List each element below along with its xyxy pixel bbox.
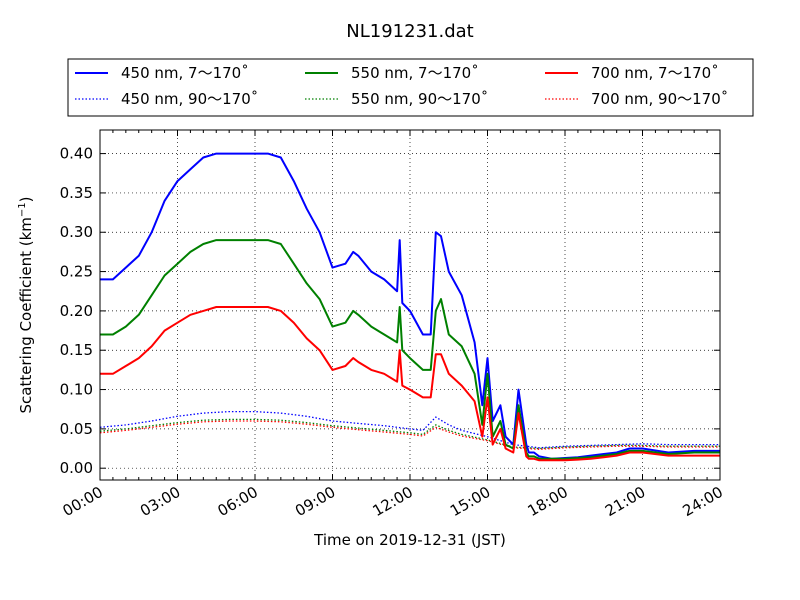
series-line-5 (99, 420, 720, 450)
y-tick-label: 0.25 (60, 263, 93, 281)
x-tick-label: 15:00 (447, 483, 493, 520)
x-tick-label: 24:00 (680, 483, 726, 520)
legend-label-3: 450 nm, 90～170˚ (121, 90, 258, 108)
plot-frame (99, 129, 721, 481)
legend-label-2: 700 nm, 7～170˚ (591, 64, 719, 82)
legend-box (67, 58, 754, 117)
legend-label-4: 550 nm, 90～170˚ (351, 90, 488, 108)
y-tick-label: 0.40 (60, 145, 93, 163)
series-layer (99, 152, 720, 462)
legend-label-1: 550 nm, 7～170˚ (351, 64, 479, 82)
y-tick-label: 0.00 (60, 459, 93, 477)
y-tick-label: 0.10 (60, 381, 93, 399)
x-tick-label: 18:00 (525, 483, 571, 520)
series-line-4 (99, 418, 720, 450)
x-tick-label: 06:00 (215, 483, 261, 520)
y-tick-label: 0.35 (60, 184, 93, 202)
y-tick-label: 0.05 (60, 420, 93, 438)
y-tick-label: 0.15 (60, 341, 93, 359)
series-line-3 (99, 410, 720, 449)
x-tick-label: 00:00 (60, 483, 106, 520)
grid (99, 130, 721, 480)
y-tick-label: 0.30 (60, 223, 93, 241)
x-tick-label: 21:00 (602, 483, 648, 520)
x-tick-label: 12:00 (370, 483, 416, 520)
chart-title: NL191231.dat (346, 21, 473, 42)
legend: 450 nm, 7～170˚ 550 nm, 7～170˚ 700 nm, 7～17… (67, 58, 754, 117)
y-axis-label: Scattering Coefficient (km−1) (17, 196, 35, 413)
x-tick-label: 03:00 (137, 483, 183, 520)
x-axis-label: Time on 2019-12-31 (JST) (313, 531, 506, 549)
series-line-1 (100, 239, 720, 460)
y-tick-label: 0.20 (60, 302, 93, 320)
x-tick-label: 09:00 (292, 483, 338, 520)
legend-label-5: 700 nm, 90～170˚ (591, 90, 728, 108)
legend-label-0: 450 nm, 7～170˚ (121, 64, 249, 82)
series-line-2 (100, 306, 720, 462)
ticks: 0.00 0.05 0.10 0.15 0.20 0.25 0.30 0.35 0.40 00:0… (60, 130, 726, 520)
